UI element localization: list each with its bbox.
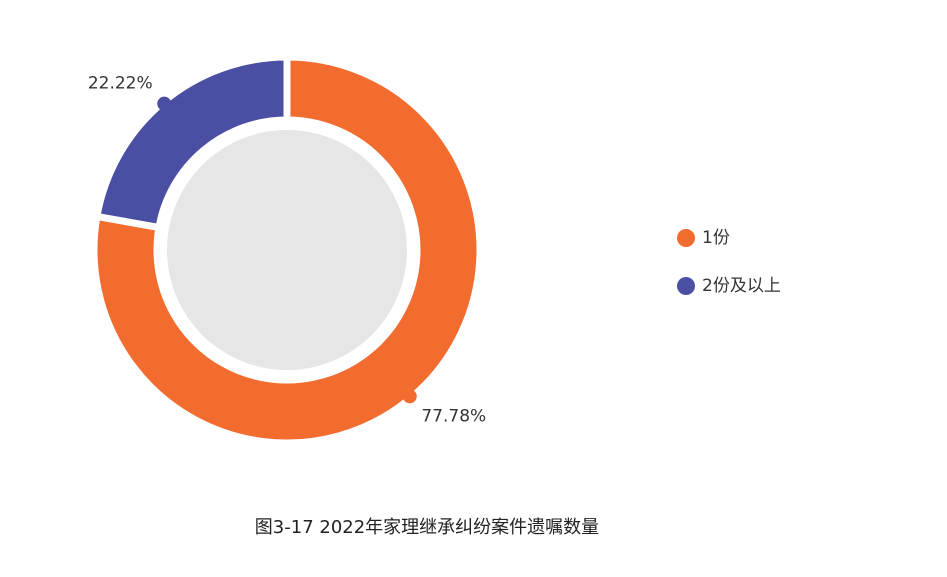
pie-slice — [90, 53, 484, 447]
data-label: 22.22% — [88, 74, 153, 94]
legend-label: 1份 — [702, 228, 730, 248]
donut-hole — [167, 130, 407, 370]
data-label: 77.78% — [421, 406, 486, 426]
label-dot — [157, 96, 172, 111]
legend-swatch — [677, 277, 695, 295]
chart-title: 图3-17 2022年家理继承纠纷案件遗嘱数量 — [255, 517, 599, 538]
legend-label: 2份及以上 — [702, 276, 781, 296]
label-dot — [402, 389, 417, 404]
legend-swatch — [677, 229, 695, 247]
pie-slice — [92, 53, 291, 232]
